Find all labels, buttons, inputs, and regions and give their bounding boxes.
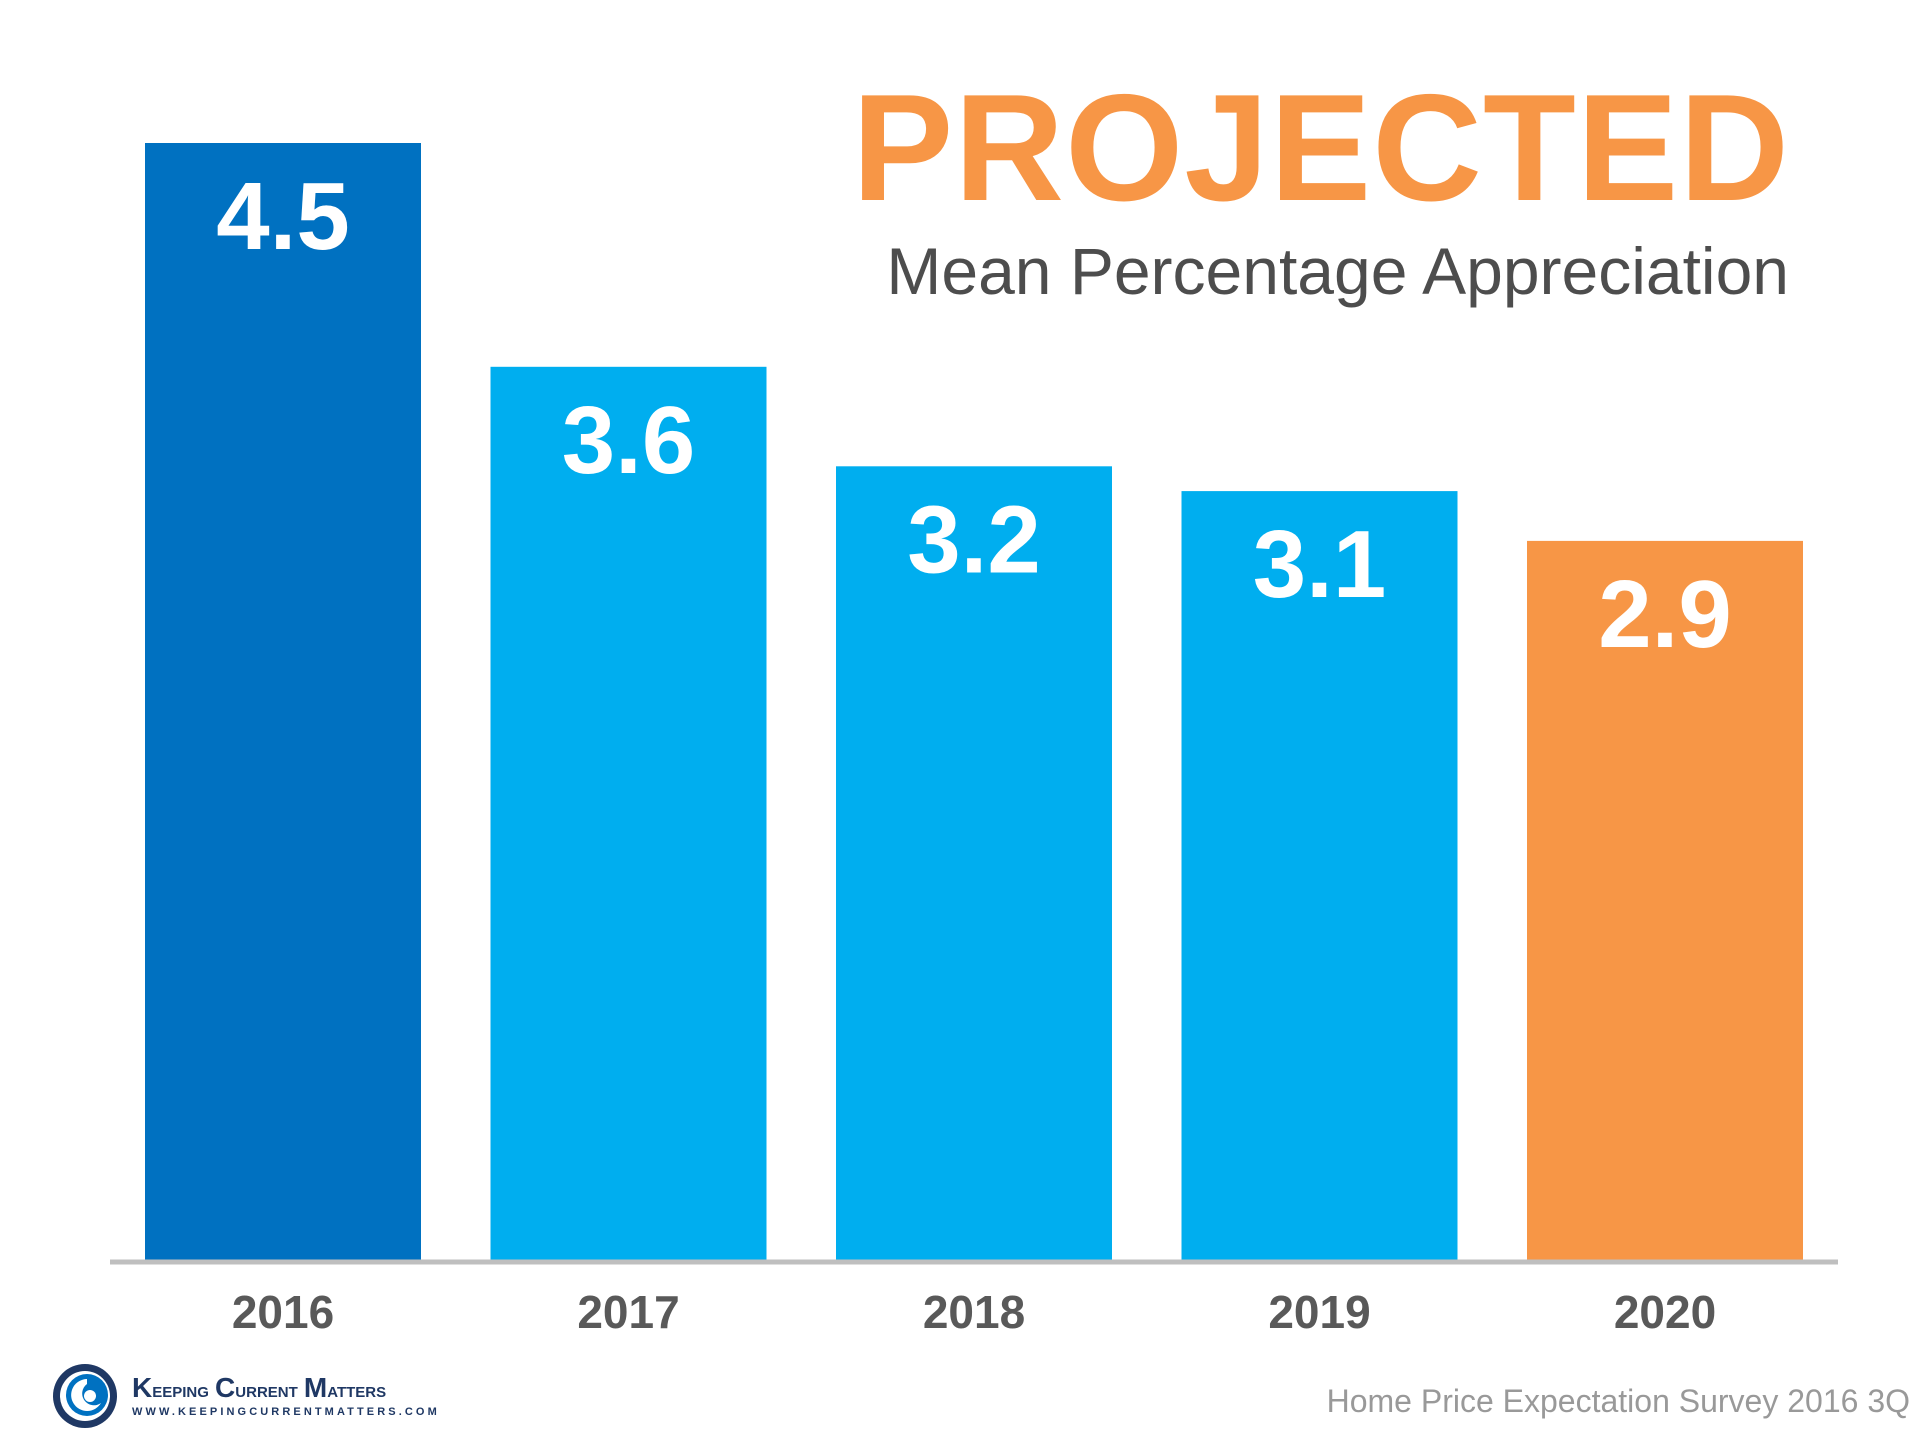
logo-word-matters: atters xyxy=(327,1377,387,1402)
x-tick-label-2020: 2020 xyxy=(1614,1286,1716,1338)
logo-word-current: urrent xyxy=(235,1377,298,1402)
value-label-2020: 2.9 xyxy=(1598,561,1731,668)
logo-text: Keeping Current Matters WWW.KEEPINGCURRE… xyxy=(132,1374,440,1419)
logo-initial-c: C xyxy=(215,1372,236,1403)
bar-2016 xyxy=(145,143,421,1262)
bar-2020 xyxy=(1527,540,1803,1262)
logo-initial-m: M xyxy=(303,1372,328,1403)
chart-subtitle: Mean Percentage Appreciation xyxy=(886,234,1789,308)
value-labels-layer: 4.5 3.6 3.2 3.1 2.9 xyxy=(216,163,1731,668)
value-label-2017: 3.6 xyxy=(562,387,695,494)
brand-logo: Keeping Current Matters WWW.KEEPINGCURRE… xyxy=(52,1362,440,1430)
x-tick-labels-layer: 2016 2017 2018 2019 2020 xyxy=(232,1286,1716,1338)
value-label-2016: 4.5 xyxy=(216,163,349,270)
swirl-logo-icon xyxy=(53,1364,117,1428)
logo-initial-k: K xyxy=(132,1372,153,1403)
value-label-2019: 3.1 xyxy=(1253,511,1386,618)
bars-layer xyxy=(145,143,1803,1263)
logo-company-name: Keeping Current Matters xyxy=(132,1374,440,1402)
bar-2018 xyxy=(836,466,1112,1262)
logo-url: WWW.KEEPINGCURRENTMATTERS.COM xyxy=(132,1406,440,1418)
source-note: Home Price Expectation Survey 2016 3Q xyxy=(1326,1383,1910,1419)
x-tick-label-2018: 2018 xyxy=(923,1286,1025,1338)
bar-2017 xyxy=(490,366,767,1262)
value-label-2018: 3.2 xyxy=(907,486,1040,593)
x-tick-label-2016: 2016 xyxy=(232,1286,334,1338)
x-tick-label-2017: 2017 xyxy=(577,1286,679,1338)
chart-title: PROJECTED xyxy=(851,63,1790,233)
bar-2019 xyxy=(1181,491,1458,1263)
logo-word-keeping: eeping xyxy=(152,1377,209,1402)
x-tick-label-2019: 2019 xyxy=(1268,1286,1370,1338)
